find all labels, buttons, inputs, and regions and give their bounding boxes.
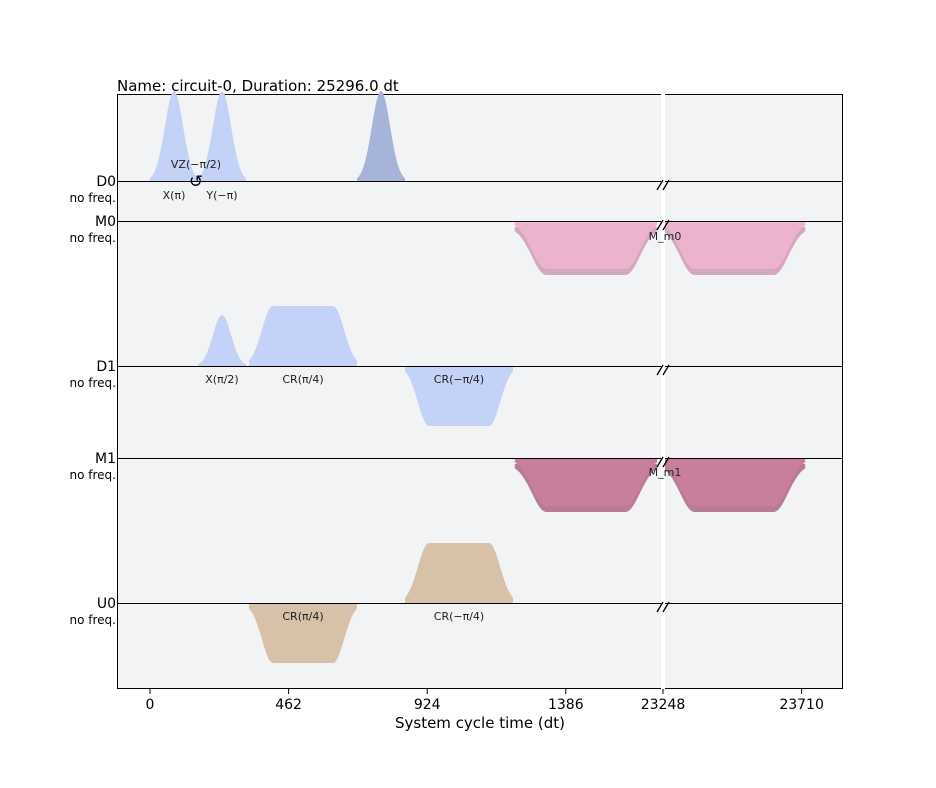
channel-freq-u0: no freq. [70, 613, 116, 627]
axis-break-gap [661, 88, 665, 689]
x-axis: 0 462 924 1386 23248 23710 [146, 689, 824, 713]
pulse-m1-9 [663, 458, 806, 506]
axis-break [656, 88, 670, 689]
axis-break-mark-m0-0 [656, 219, 664, 231]
baselines-layer [117, 181, 843, 604]
channel-freq-m0: no freq. [70, 231, 116, 245]
channel-freq-d0: no freq. [70, 191, 116, 205]
pulse-label-1: Y(−π) [205, 189, 237, 202]
x-tick-label-0: 0 [146, 697, 155, 713]
axis-break-mark-d1-0 [656, 364, 664, 376]
frame-change-label-0: VZ(−π/2) [171, 158, 221, 171]
pulse-d0-2 [357, 91, 405, 181]
channel-label-u0: U0 [97, 596, 116, 612]
pulse-d0-0 [150, 91, 198, 181]
channel-label-m0: M0 [95, 214, 116, 230]
pulse-m1-8 [514, 458, 657, 506]
axis-break-mark-m0-1 [662, 219, 670, 231]
axis-break-mark-u0-1 [662, 601, 670, 613]
pulse-d1-7 [405, 366, 513, 426]
pulse-label-10: CR(π/4) [282, 610, 323, 623]
axis-break-mark-d0-1 [662, 179, 670, 191]
x-tick-label-1: 462 [275, 697, 302, 713]
pulse-m0-4 [663, 221, 806, 269]
x-tick-label-3: 1386 [548, 697, 584, 713]
pulse-label-0: X(π) [163, 189, 186, 202]
pulse-m0-3 [514, 221, 657, 269]
pulse-label-11: CR(−π/4) [434, 610, 484, 623]
x-tick-label-2: 924 [414, 697, 441, 713]
pulse-label-7: CR(−π/4) [434, 373, 484, 386]
pulse-d1-5 [198, 315, 246, 366]
x-tick-label-5: 23710 [779, 697, 824, 713]
axis-break-mark-m1-0 [656, 456, 664, 468]
x-tick-label-4: 23248 [641, 697, 686, 713]
x-axis-label: System cycle time (dt) [395, 714, 565, 732]
axis-break-mark-u0-0 [656, 601, 664, 613]
channel-label-m1: M1 [95, 451, 116, 467]
chart-title: Name: circuit-0, Duration: 25296.0 dt [117, 77, 399, 95]
pulse-u0-11 [405, 543, 513, 603]
axis-break-mark-d1-1 [662, 364, 670, 376]
pulse-d0-1 [198, 91, 246, 181]
pulse-label-3: M_m0 [649, 230, 682, 243]
channel-label-d0: D0 [96, 174, 116, 190]
pulse-u0-10 [249, 603, 357, 663]
pulse-d1-6 [249, 306, 357, 366]
pulse-labels: X(π) Y(−π) M_m0 X(π/2) CR(π/4) CR(−π/4) M_m1 CR… [163, 158, 682, 623]
axis-break-mark-m1-1 [662, 456, 670, 468]
channel-freq-m1: no freq. [70, 468, 116, 482]
pulse-label-5: X(π/2) [205, 373, 238, 386]
pulse-label-8: M_m1 [649, 466, 682, 479]
pulse-label-6: CR(π/4) [282, 373, 323, 386]
pulses-layer [150, 91, 806, 663]
axis-break-mark-d0-0 [656, 179, 664, 191]
channel-freq-d1: no freq. [70, 376, 116, 390]
frame-change-icon: ↺ [189, 172, 203, 192]
channel-label-d1: D1 [96, 359, 116, 375]
